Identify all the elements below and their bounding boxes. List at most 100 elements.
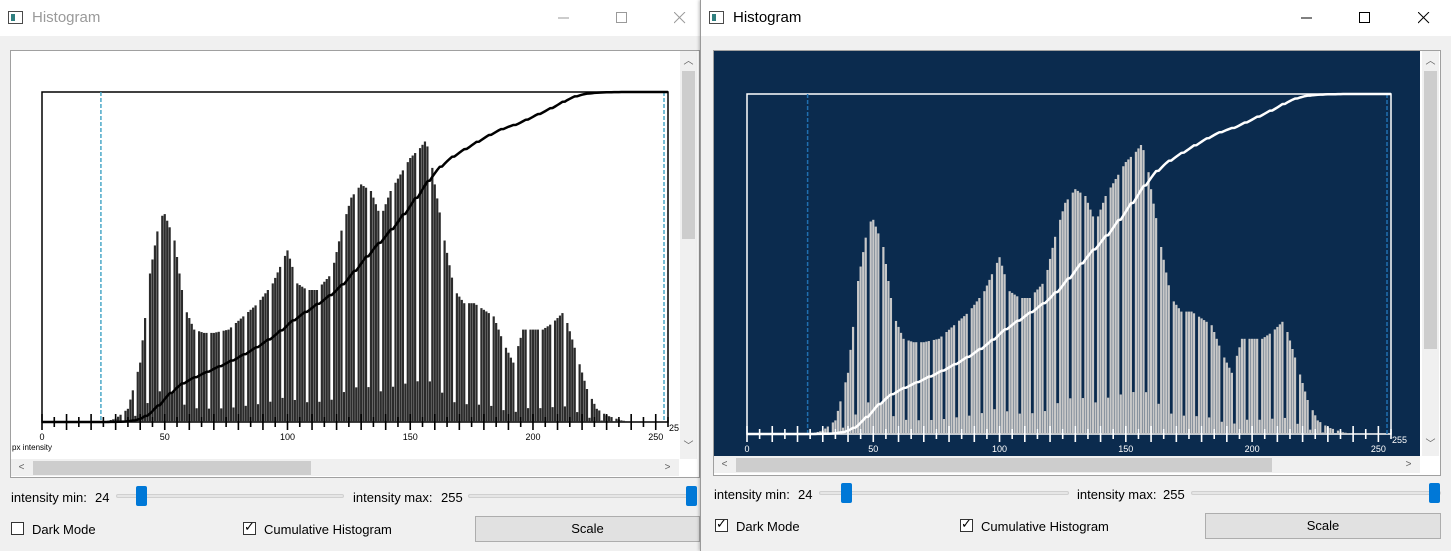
intensity-min-slider-handle[interactable] [136,486,147,506]
histogram-bar [124,410,127,422]
close-button[interactable] [1401,0,1447,36]
histogram-bar [622,420,625,422]
histogram-bar [846,372,850,434]
histogram-bar [1016,296,1019,434]
histogram-bar [1099,209,1102,434]
scale-button[interactable]: Scale [1205,513,1441,539]
intensity-min-label: intensity min: [11,490,87,505]
histogram-bar [960,318,963,434]
scroll-left-icon[interactable]: < [18,462,25,473]
histogram-bar [330,399,333,422]
histogram-bar [443,240,446,422]
histogram-bar [1243,338,1246,434]
histogram-bar [568,331,571,422]
scrollbar-thumb[interactable] [682,71,695,239]
intensity-min-slider[interactable] [116,494,344,498]
intensity-min-slider-handle[interactable] [841,483,852,503]
histogram-bar [1144,392,1148,434]
histogram-bar [1256,338,1259,434]
tick-label: 150 [403,432,418,442]
histogram-bar [1314,415,1317,434]
histogram-bar [576,412,579,422]
scrollbar-thumb[interactable] [736,458,1272,472]
maximize-button[interactable] [1342,0,1388,36]
histogram-bar [389,191,392,422]
histogram-bar [296,283,299,422]
dark-mode-checkbox[interactable]: ✓ [715,517,728,532]
histogram-bar [551,407,554,422]
histogram-bar [1031,413,1034,434]
scrollbar-thumb[interactable] [33,461,311,475]
histogram-bar [1331,428,1335,434]
histogram-bar [1157,403,1160,434]
scrollbar-thumb[interactable] [1424,71,1437,349]
histogram-bar [455,293,458,422]
histogram-bar [175,257,179,422]
cumulative-checkbox[interactable]: ✓ [960,517,973,532]
histogram-bar [879,404,882,434]
histogram-bar [925,341,928,434]
histogram-bar [350,197,353,422]
histogram-bar [480,308,483,422]
histogram-bar [504,347,508,422]
histogram-bar [1096,216,1100,434]
histogram-bar [588,417,591,422]
horizontal-scrollbar[interactable]: < > [11,459,679,476]
intensity-min-slider[interactable] [819,491,1069,495]
histogram-bar [988,279,991,434]
histogram-bar [836,410,840,434]
histogram-bar [522,329,525,422]
scroll-down-icon[interactable]: ﹀ [1425,439,1436,450]
scroll-left-icon[interactable]: < [721,459,728,470]
minimize-button[interactable] [1284,0,1330,36]
histogram-bar [414,153,417,423]
minimize-button[interactable] [541,0,587,36]
title-bar[interactable]: Histogram [0,0,700,36]
maximize-button[interactable] [599,0,645,36]
intensity-max-slider-handle[interactable] [686,486,697,506]
histogram-bar [441,392,444,422]
title-bar[interactable]: Histogram [701,0,1451,36]
histogram-bar [519,337,522,422]
scale-button[interactable]: Scale [475,516,700,542]
intensity-max-slider[interactable] [1191,491,1441,495]
histogram-bar [310,290,314,422]
histogram-bar [320,284,323,422]
histogram-bar [141,340,144,422]
histogram-bar [1160,247,1163,434]
histogram-bar [308,290,311,422]
close-button[interactable] [657,0,700,36]
scroll-right-icon[interactable]: > [1405,459,1412,470]
tick-label: 200 [525,432,540,442]
histogram-bar [600,420,603,422]
scroll-up-icon[interactable]: ︿ [1425,56,1436,67]
histogram-bar [529,329,532,422]
scroll-down-icon[interactable]: ﹀ [683,441,694,452]
histogram-bar [874,226,877,434]
horizontal-scrollbar[interactable]: < > [714,456,1420,473]
histogram-bar [1013,294,1016,434]
dark-mode-checkbox[interactable] [11,522,24,535]
histogram-bar [1298,374,1302,434]
vertical-scrollbar[interactable]: ︿ ﹀ [1422,51,1439,456]
histogram-bar [315,290,319,422]
histogram-bar [1127,159,1130,434]
intensity-max-slider[interactable] [468,494,696,498]
histogram-bar [1258,419,1261,434]
scroll-right-icon[interactable]: > [664,462,671,473]
histogram-bar [256,404,260,422]
histogram-bar [1170,413,1173,434]
intensity-max-slider-handle[interactable] [1429,483,1440,503]
histogram-bar [1177,308,1180,434]
histogram-bar [1046,269,1049,434]
cumulative-checkbox[interactable]: ✓ [243,520,256,535]
histogram-bar [937,338,941,434]
histogram-bar [1081,398,1084,434]
vertical-scrollbar[interactable]: ︿ ﹀ [680,51,697,459]
scroll-up-icon[interactable]: ︿ [683,56,694,67]
histogram-bar [1152,203,1155,434]
dark-mode-label: Dark Mode [736,519,800,534]
histogram-bar [593,403,596,422]
histogram-bar [965,313,968,434]
histogram-bar [1311,410,1314,434]
